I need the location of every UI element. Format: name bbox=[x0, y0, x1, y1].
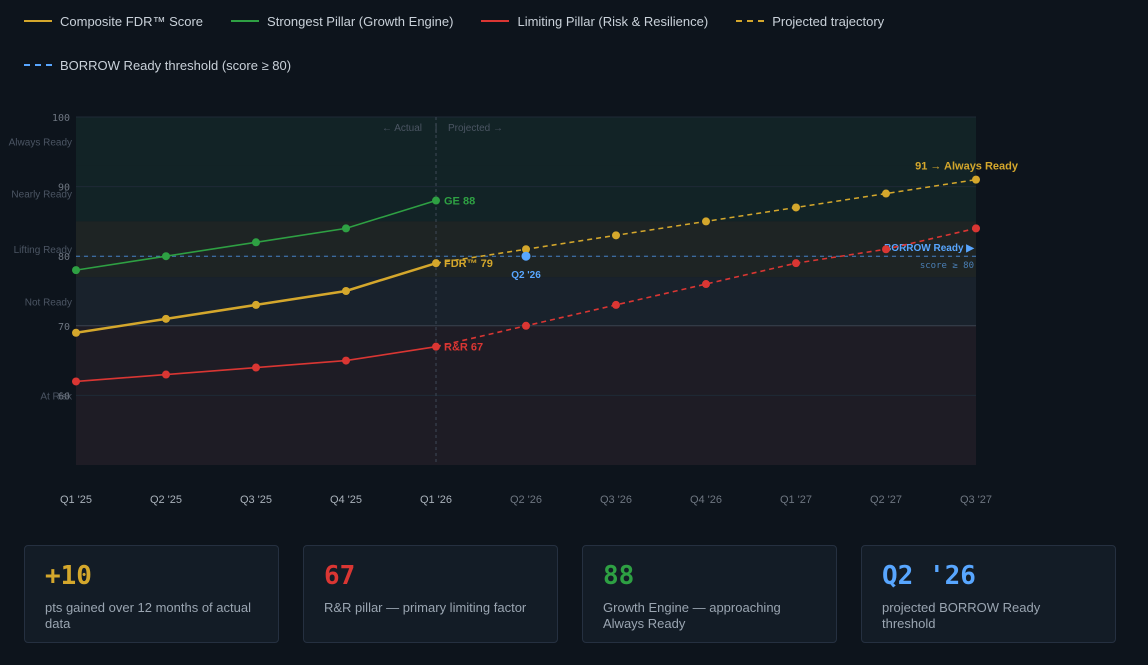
x-tick-label: Q4 '25 bbox=[330, 494, 362, 506]
data-point-composite_proj bbox=[522, 245, 530, 254]
legend-swatch bbox=[24, 64, 52, 66]
band-always-ready bbox=[76, 117, 976, 166]
legend-swatch bbox=[736, 20, 765, 22]
band-label: Not Ready bbox=[25, 297, 72, 308]
y-tick-label: 70 bbox=[58, 322, 70, 333]
data-point-risk bbox=[342, 356, 350, 365]
legend-label: Limiting Pillar (Risk & Resilience) bbox=[517, 13, 709, 29]
x-tick-label: Q4 '26 bbox=[690, 494, 722, 506]
card-value: 88 bbox=[603, 561, 635, 591]
card-borrow-ready: Q2 '26 projected BORROW Ready threshold bbox=[861, 545, 1116, 643]
x-tick-label: Q3 '27 bbox=[960, 494, 992, 506]
data-point-composite bbox=[72, 328, 80, 337]
card-limiting-pillar: 67 R&R pillar — primary limiting factor bbox=[303, 545, 558, 643]
y-tick-label: 60 bbox=[58, 391, 70, 402]
divider-label-projected: Projected → bbox=[448, 123, 503, 134]
x-tick-label: Q2 '25 bbox=[150, 494, 182, 506]
legend-label: BORROW Ready threshold (score ≥ 80) bbox=[60, 57, 292, 73]
data-point-growth bbox=[162, 252, 170, 261]
x-tick-label: Q2 '27 bbox=[870, 494, 902, 506]
borrow-ready-marker-label: Q2 '26 bbox=[511, 270, 541, 281]
data-point-composite_proj bbox=[972, 175, 980, 184]
data-point-growth bbox=[342, 224, 350, 233]
x-tick-label: Q3 '26 bbox=[600, 494, 632, 506]
data-point-composite_proj bbox=[792, 203, 800, 212]
legend-label: Composite FDR™ Score bbox=[60, 13, 204, 29]
data-point-risk_proj bbox=[792, 259, 800, 268]
x-tick-label: Q2 '26 bbox=[510, 494, 542, 506]
band-label: At Risk bbox=[40, 391, 73, 402]
data-point-composite bbox=[342, 287, 350, 295]
legend-swatch bbox=[24, 20, 52, 22]
chart-legend: Composite FDR™ Score Strongest Pillar (G… bbox=[24, 10, 1124, 76]
data-point-risk_proj bbox=[972, 224, 980, 233]
data-label-annotation: R&R 67 bbox=[444, 342, 483, 354]
borrow-ready-marker bbox=[521, 251, 531, 261]
x-tick-label: Q1 '26 bbox=[420, 494, 452, 506]
card-label: Growth Engine — approaching Always Ready bbox=[603, 600, 781, 631]
band-not-ready bbox=[76, 277, 976, 326]
card-label: R&R pillar — primary limiting factor bbox=[324, 600, 527, 615]
data-point-risk bbox=[252, 363, 260, 372]
data-point-risk bbox=[162, 370, 170, 379]
legend-row-2: BORROW Ready threshold (score ≥ 80) bbox=[24, 54, 1124, 76]
card-label: projected BORROW Ready threshold bbox=[882, 600, 1041, 631]
data-point-composite_proj bbox=[612, 231, 620, 240]
data-label-annotation: GE 88 bbox=[444, 196, 475, 208]
data-label-annotation: 91 → Always Ready bbox=[915, 161, 1019, 173]
divider-label-actual: ← Actual bbox=[382, 123, 422, 134]
legend-row-1: Composite FDR™ Score Strongest Pillar (G… bbox=[24, 10, 1124, 32]
legend-item-risk[interactable]: Limiting Pillar (Risk & Resilience) bbox=[481, 14, 708, 29]
legend-swatch bbox=[481, 20, 510, 22]
threshold-sublabel: score ≥ 80 bbox=[920, 261, 974, 271]
y-tick-label: 100 bbox=[52, 113, 70, 124]
legend-item-growth[interactable]: Strongest Pillar (Growth Engine) bbox=[231, 14, 453, 29]
data-point-growth bbox=[72, 266, 80, 275]
data-point-risk_proj bbox=[612, 300, 620, 309]
card-value: +10 bbox=[45, 561, 92, 591]
x-tick-label: Q1 '27 bbox=[780, 494, 812, 506]
y-tick-label: 80 bbox=[58, 252, 70, 263]
data-point-growth bbox=[432, 196, 440, 205]
y-tick-label: 90 bbox=[58, 183, 70, 194]
legend-item-projected[interactable]: Projected trajectory bbox=[736, 14, 884, 29]
threshold-label: BORROW Ready ▶ bbox=[884, 243, 975, 254]
band-label: Lifting Ready bbox=[14, 245, 72, 256]
plot-area bbox=[76, 117, 976, 465]
legend-swatch bbox=[231, 20, 260, 22]
summary-cards: +10 pts gained over 12 months of actual … bbox=[24, 545, 1116, 643]
fdr-line-chart: Always Ready Nearly Ready Lifting Ready Not… bbox=[9, 113, 1019, 506]
x-tick-label: Q1 '25 bbox=[60, 494, 92, 506]
data-point-risk_proj bbox=[522, 321, 530, 330]
data-point-risk_proj bbox=[702, 280, 710, 289]
card-growth-engine: 88 Growth Engine — approaching Always Re… bbox=[582, 545, 837, 643]
data-label-annotation: FDR™ 79 bbox=[444, 258, 493, 270]
legend-label: Strongest Pillar (Growth Engine) bbox=[267, 13, 454, 29]
x-tick-label: Q3 '25 bbox=[240, 494, 272, 506]
band-nearly-ready bbox=[76, 165, 976, 222]
legend-item-threshold[interactable]: BORROW Ready threshold (score ≥ 80) bbox=[24, 58, 291, 73]
data-point-composite_proj bbox=[702, 217, 710, 226]
card-label: pts gained over 12 months of actual data bbox=[45, 600, 251, 631]
data-point-growth bbox=[252, 238, 260, 247]
data-point-risk_proj bbox=[882, 245, 890, 254]
data-point-composite_proj bbox=[882, 189, 890, 198]
band-label: Always Ready bbox=[9, 137, 72, 148]
card-value: Q2 '26 bbox=[882, 561, 976, 591]
card-points-gained: +10 pts gained over 12 months of actual … bbox=[24, 545, 279, 643]
legend-item-composite[interactable]: Composite FDR™ Score bbox=[24, 14, 203, 29]
band-label: Nearly Ready bbox=[11, 190, 72, 201]
legend-label: Projected trajectory bbox=[772, 13, 885, 29]
data-point-risk bbox=[72, 377, 80, 386]
data-point-composite bbox=[162, 314, 170, 323]
divider-separator: | bbox=[435, 123, 438, 134]
data-point-composite bbox=[252, 300, 260, 309]
card-value: 67 bbox=[324, 561, 356, 591]
